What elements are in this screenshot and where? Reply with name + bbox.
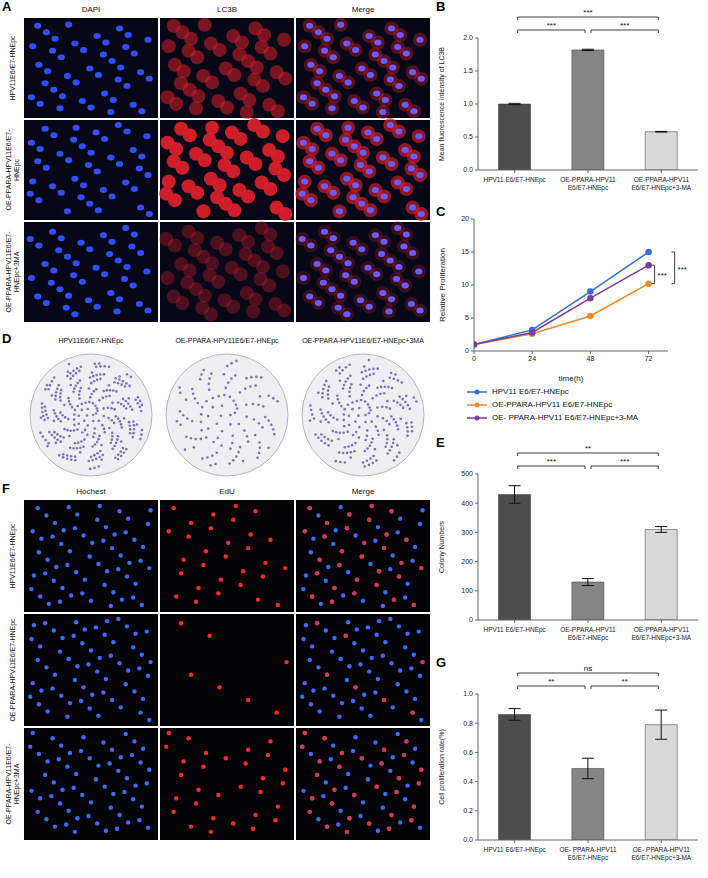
svg-text:OE-PPARA-HPV11E6/E7-HNEpc+3-MA: OE-PPARA-HPV11E6/E7-HNEpc+3-MA — [631, 176, 691, 192]
svg-text:500: 500 — [461, 470, 473, 477]
svg-text:EdU: EdU — [219, 487, 235, 496]
svg-text:0.5: 0.5 — [463, 133, 473, 140]
html-text:OE- PPARA-HPV11 E6/E7-HNEpc+3-: OE- PPARA-HPV11 E6/E7-HNEpc+3-MA — [492, 413, 639, 422]
svg-text:OE-PPARA-HPV11E6/E7-HNEpc: OE-PPARA-HPV11E6/E7-HNEpc — [560, 626, 616, 642]
svg-text:200: 200 — [461, 558, 473, 565]
svg-text:15: 15 — [461, 248, 469, 255]
svg-text:***: *** — [678, 265, 687, 274]
svg-text:Mean fluorescence intensity of: Mean fluorescence intensity of LC3B — [438, 47, 446, 161]
svg-text:Merge: Merge — [352, 5, 375, 14]
svg-text:0.0: 0.0 — [463, 836, 473, 843]
svg-text:1.0: 1.0 — [463, 690, 473, 697]
svg-text:OE-PPARA-HPV11E6/E7-HNEpc: OE-PPARA-HPV11E6/E7-HNEpc — [560, 176, 616, 192]
svg-text:0.4: 0.4 — [463, 778, 473, 785]
svg-text:OE-PPARA-HPV11E6/E7-HNEpc: OE-PPARA-HPV11E6/E7-HNEpc — [175, 337, 279, 345]
svg-text:***: *** — [547, 21, 556, 30]
svg-text:20: 20 — [461, 215, 469, 222]
svg-text:DAPI: DAPI — [82, 5, 101, 14]
svg-text:0: 0 — [472, 355, 476, 362]
html-text:HPV11 E6/E7-HNEpc: HPV11 E6/E7-HNEpc — [492, 387, 569, 396]
html-text:G: G — [436, 655, 447, 670]
svg-text:5: 5 — [465, 314, 469, 321]
svg-text:OE-PPARA-HPV11E6/E7-HNEpc+3MA: OE-PPARA-HPV11E6/E7-HNEpc+3MA — [302, 337, 424, 345]
svg-text:0: 0 — [465, 347, 469, 354]
svg-text:***: *** — [620, 21, 629, 30]
svg-text:2.0: 2.0 — [463, 34, 473, 41]
svg-text:Merge: Merge — [352, 487, 375, 496]
svg-text:1.0: 1.0 — [463, 100, 473, 107]
svg-text:***: *** — [620, 457, 629, 466]
svg-text:HPV11 E6/E7-HNEpc: HPV11 E6/E7-HNEpc — [483, 176, 546, 184]
svg-text:1.5: 1.5 — [463, 67, 473, 74]
svg-text:OE- PPARA-HPV11E6/E7-HNEpc+3-M: OE- PPARA-HPV11E6/E7-HNEpc+3-MA — [631, 846, 691, 862]
svg-text:HPV11E6/E7-HNEpc: HPV11E6/E7-HNEpc — [58, 337, 124, 345]
svg-text:A: A — [2, 0, 12, 14]
html-text:B: B — [436, 0, 446, 14]
svg-text:***: *** — [583, 8, 592, 17]
svg-text:OE-PPARA-HPV11E6/E7-HNEpc: OE-PPARA-HPV11E6/E7-HNEpc — [9, 618, 17, 722]
svg-text:F: F — [2, 481, 10, 496]
svg-text:72: 72 — [645, 355, 653, 362]
svg-text:0: 0 — [469, 616, 473, 623]
svg-text:OE- PPARA-HPV11E6/E7-HNEpc: OE- PPARA-HPV11E6/E7-HNEpc — [559, 846, 617, 862]
svg-text:HPV11E6/E7-HNEpc: HPV11E6/E7-HNEpc — [9, 35, 17, 101]
svg-text:48: 48 — [587, 355, 595, 362]
svg-text:D: D — [2, 331, 11, 346]
svg-text:24: 24 — [528, 355, 536, 362]
svg-text:OE-PPARA-HPV11E6/E7-HNEpc+3MA: OE-PPARA-HPV11E6/E7-HNEpc+3MA — [5, 231, 21, 313]
svg-text:HPV11E6/E7-HNEpc: HPV11E6/E7-HNEpc — [9, 523, 17, 589]
svg-text:0.2: 0.2 — [463, 807, 473, 814]
svg-text:LC3B: LC3B — [217, 5, 237, 14]
svg-text:***: *** — [547, 457, 556, 466]
svg-text:**: ** — [622, 677, 628, 686]
svg-text:100: 100 — [461, 587, 473, 594]
svg-text:0.6: 0.6 — [463, 749, 473, 756]
svg-text:Colony Numbers: Colony Numbers — [438, 520, 446, 573]
html-text:OE-PPARA-HPV11 E6/E7-HNEpc: OE-PPARA-HPV11 E6/E7-HNEpc — [492, 400, 613, 409]
html-text:C: C — [436, 204, 446, 219]
svg-text:Cell proliferation rate(%): Cell proliferation rate(%) — [438, 729, 446, 804]
svg-text:0.8: 0.8 — [463, 720, 473, 727]
svg-text:**: ** — [548, 677, 554, 686]
svg-text:OE-PPARA-HPV11E6/E7-HNEpc: OE-PPARA-HPV11E6/E7-HNEpc — [5, 129, 21, 211]
svg-text:300: 300 — [461, 529, 473, 536]
svg-text:400: 400 — [461, 500, 473, 507]
svg-text:ns: ns — [584, 664, 592, 673]
svg-text:0.0: 0.0 — [463, 166, 473, 173]
svg-text:Relative Proliferation: Relative Proliferation — [438, 248, 447, 322]
svg-text:HPV11 E6/E7-HNEpc: HPV11 E6/E7-HNEpc — [483, 846, 546, 854]
svg-text:OE-PPARA-HPV11E6/E7-HNEpc+3-MA: OE-PPARA-HPV11E6/E7-HNEpc+3-MA — [631, 626, 691, 642]
svg-text:Hochest: Hochest — [76, 487, 106, 496]
svg-text:**: ** — [585, 444, 591, 453]
svg-text:OE-PPARA-HPV11E6/E7-HNEpc+3MA: OE-PPARA-HPV11E6/E7-HNEpc+3MA — [5, 743, 21, 825]
svg-text:***: *** — [658, 271, 667, 280]
svg-text:10: 10 — [461, 281, 469, 288]
svg-text:time(h): time(h) — [559, 374, 584, 383]
svg-text:HPV11 E6/E7-HNEpc: HPV11 E6/E7-HNEpc — [483, 626, 546, 634]
html-text:E: E — [436, 435, 445, 450]
